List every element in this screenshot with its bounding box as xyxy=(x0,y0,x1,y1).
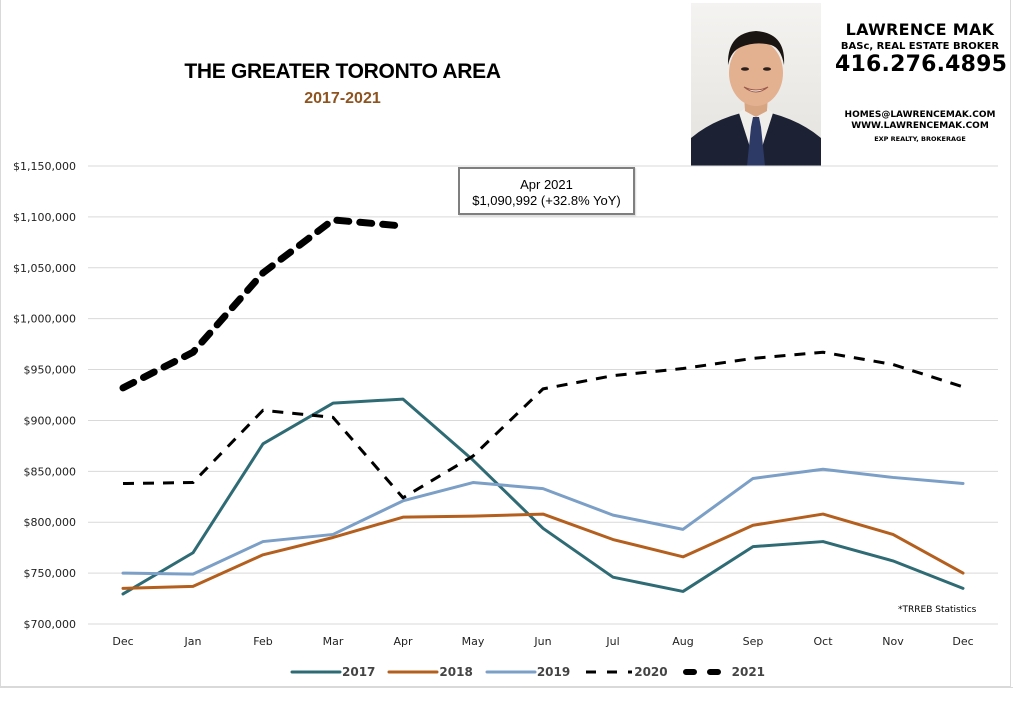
y-tick-label: $1,100,000 xyxy=(13,211,76,224)
y-tick-label: $850,000 xyxy=(24,465,77,478)
agent-website[interactable]: WWW.LAWRENCEMAK.COM xyxy=(851,121,989,131)
series-line-2019 xyxy=(121,467,965,576)
legend-swatch-2021 xyxy=(682,669,732,675)
callout-value: $1,090,992 (+32.8% YoY) xyxy=(472,193,621,208)
x-tick-label: Sep xyxy=(743,635,764,648)
legend-label-2017: 2017 xyxy=(342,665,376,679)
agent-brokerage: EXP REALTY, BROKERAGE xyxy=(874,135,966,143)
y-tick-label: $1,000,000 xyxy=(13,313,76,326)
agent-name: LAWRENCE MAK xyxy=(845,20,995,39)
legend-label-2021: 2021 xyxy=(731,665,766,679)
series-line-2021 xyxy=(119,216,407,392)
series-line-2018 xyxy=(121,512,965,590)
bottom-border xyxy=(0,687,1013,688)
agent-email[interactable]: HOMES@LAWRENCEMAK.COM xyxy=(844,110,996,120)
person-portrait-icon xyxy=(691,3,821,166)
data-callout: Apr 2021 $1,090,992 (+32.8% YoY) xyxy=(458,167,635,215)
chart-subtitle: 2017-2021 xyxy=(304,90,381,107)
x-tick-label: Jun xyxy=(533,635,551,648)
legend-item-2019[interactable]: 2019 xyxy=(485,665,570,679)
legend-label-2018: 2018 xyxy=(439,665,473,679)
legend-label-2019: 2019 xyxy=(536,665,571,679)
y-axis-labels: $700,000 $750,000 $800,000 $850,000 $900,000… xyxy=(13,160,76,631)
series-lines xyxy=(119,216,965,596)
agent-contact-card: LAWRENCE MAK BASc, REAL ESTATE BROKER 41… xyxy=(835,20,1008,143)
legend-item-2021[interactable]: 2021 xyxy=(680,665,765,679)
x-tick-label: Nov xyxy=(882,635,904,648)
x-tick-label: Apr xyxy=(393,635,413,648)
agent-portrait-photo xyxy=(691,3,821,166)
chart-title: THE GREATER TORONTO AREA xyxy=(184,60,501,83)
x-tick-label: Dec xyxy=(952,635,973,648)
chart-legend: 2017 2018 2019 2020 2021 xyxy=(290,663,777,681)
legend-item-2017[interactable]: 2017 xyxy=(290,665,375,679)
legend-swatch-2018 xyxy=(387,670,439,674)
x-tick-label: Jul xyxy=(605,635,619,648)
x-tick-label: Feb xyxy=(253,635,272,648)
y-tick-label: $1,150,000 xyxy=(13,160,76,173)
y-tick-label: $700,000 xyxy=(24,618,77,631)
y-tick-label: $950,000 xyxy=(24,364,77,377)
x-tick-label: Mar xyxy=(323,635,344,648)
series-line-2020 xyxy=(122,350,964,500)
agent-phone[interactable]: 416.276.4895 xyxy=(835,52,1008,77)
x-tick-label: Oct xyxy=(813,635,833,648)
callout-date: Apr 2021 xyxy=(520,177,573,192)
legend-label-2020: 2020 xyxy=(634,665,668,679)
agent-credentials: BASc, REAL ESTATE BROKER xyxy=(840,41,1000,52)
y-tick-label: $900,000 xyxy=(24,414,77,427)
legend-item-2018[interactable]: 2018 xyxy=(387,665,473,679)
x-tick-label: Aug xyxy=(672,635,693,648)
y-tick-label: $750,000 xyxy=(24,567,77,580)
source-footnote: *TRREB Statistics xyxy=(898,605,977,615)
series-line-2017 xyxy=(121,397,965,596)
y-tick-label: $800,000 xyxy=(24,516,77,529)
y-tick-label: $1,050,000 xyxy=(13,262,76,275)
legend-swatch-2020 xyxy=(586,670,633,674)
x-tick-label: Dec xyxy=(112,635,133,648)
gridlines xyxy=(88,165,998,625)
x-tick-label: May xyxy=(462,635,485,648)
legend-item-2020[interactable]: 2020 xyxy=(582,665,668,679)
chart-frame xyxy=(0,0,1011,687)
legend-swatch-2019 xyxy=(485,670,537,674)
legend-swatch-2017 xyxy=(290,670,342,674)
x-tick-label: Jan xyxy=(184,635,202,648)
x-axis-labels: Dec Jan Feb Mar Apr May Jun Jul Aug Sep Oct Nov Dec xyxy=(112,635,973,648)
